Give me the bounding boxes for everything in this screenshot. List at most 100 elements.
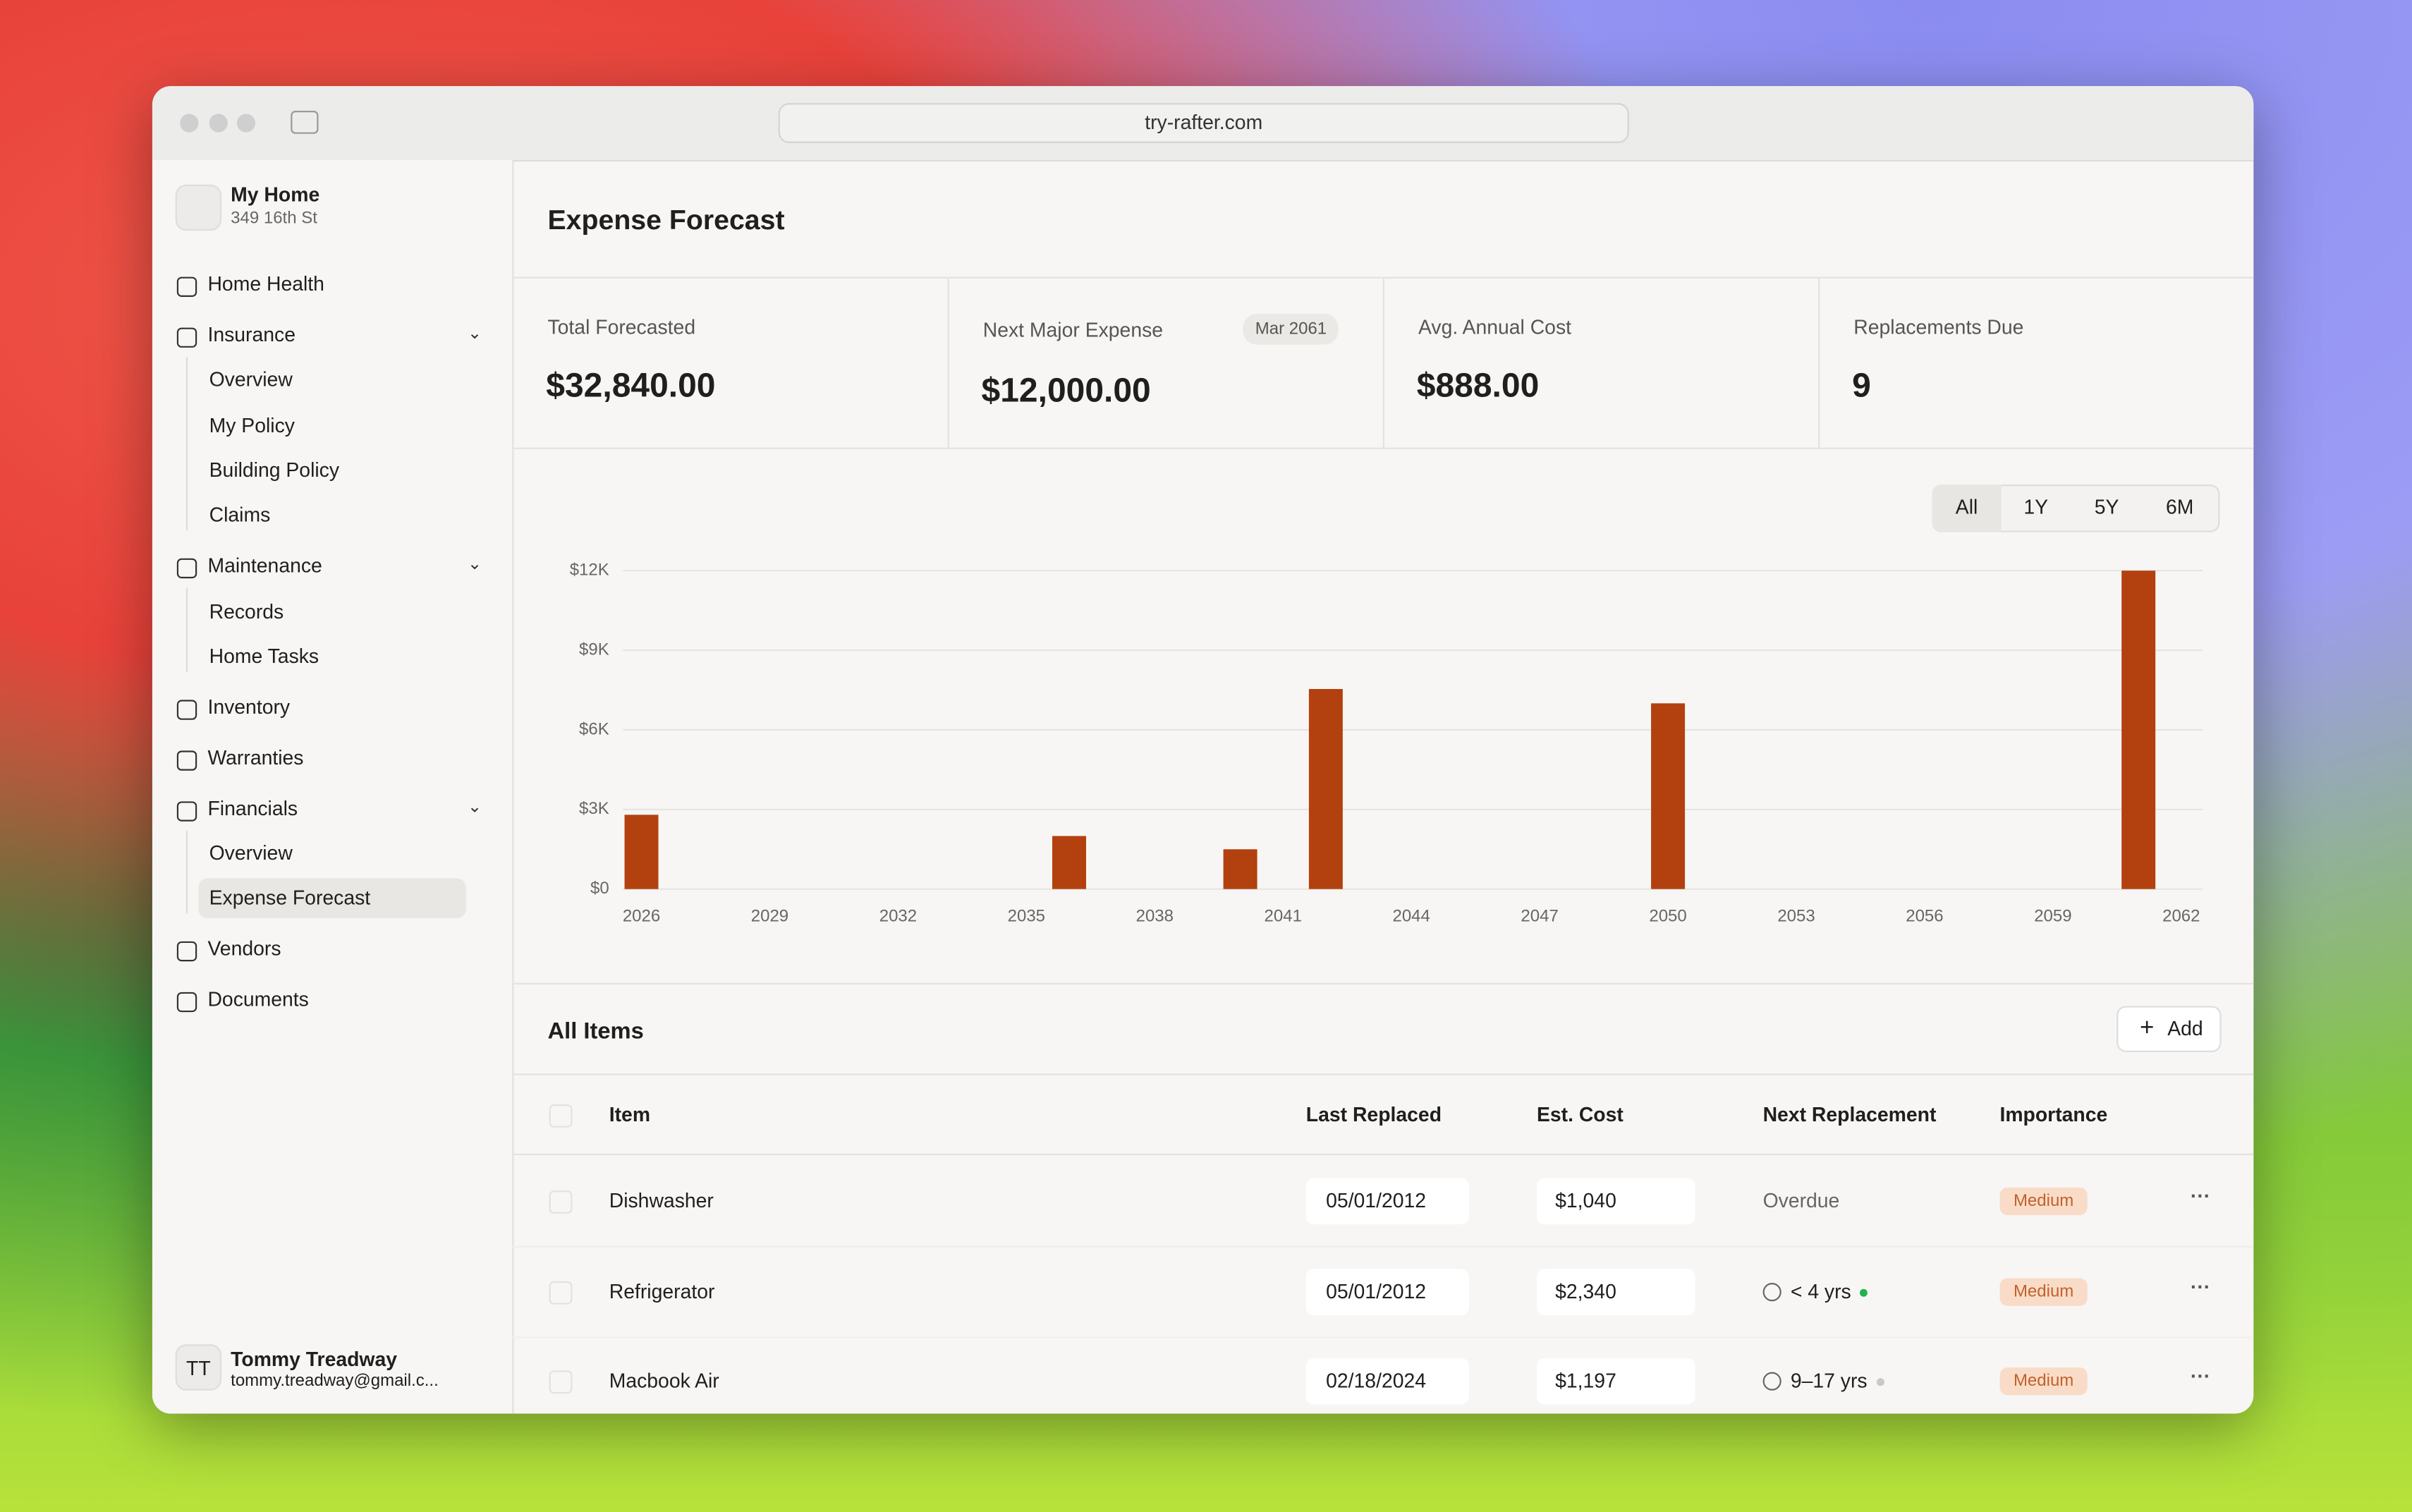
stat-value: $12,000.00: [981, 370, 1151, 410]
avatar: [175, 1344, 222, 1391]
x-tick-label: 2059: [2034, 906, 2071, 925]
row-divider: [512, 1336, 2254, 1338]
row-menu: ···: [2190, 1364, 2211, 1388]
nav-item: Insurance: [207, 323, 296, 346]
table-title: All Items: [547, 1018, 644, 1044]
nav-active: [198, 879, 466, 919]
bar: [1223, 849, 1257, 889]
nav-icon: [176, 699, 197, 720]
x-tick-label: 2047: [1521, 906, 1558, 925]
x-tick-label: 2035: [1008, 906, 1045, 925]
range-button[interactable]: 5Y: [2094, 495, 2119, 519]
nav-item: Documents: [207, 988, 309, 1011]
nav-subitem: Claims: [209, 503, 271, 527]
x-tick-label: 2038: [1136, 906, 1174, 925]
checkbox: [549, 1280, 573, 1304]
nav-icon: [176, 750, 197, 771]
divider: [512, 1073, 2254, 1075]
nav-item: Inventory: [207, 695, 291, 719]
home-icon: [175, 184, 222, 231]
info-icon: [1762, 1281, 1781, 1301]
add-button[interactable]: [2116, 1006, 2222, 1052]
row-divider: [512, 1245, 2254, 1248]
nav-item: Warranties: [207, 745, 304, 769]
checkbox: [549, 1104, 573, 1128]
stat-label: Total Forecasted: [547, 315, 696, 339]
cell-est-cost: $1,040: [1555, 1189, 1616, 1212]
window-zoom[interactable]: [236, 114, 256, 133]
nav-subitem: Home Tasks: [209, 644, 319, 668]
x-tick-label: 2053: [1777, 906, 1815, 925]
add-label: Add: [2167, 1016, 2203, 1040]
nav-icon: [176, 800, 197, 822]
column-header: Importance: [1999, 1102, 2108, 1126]
stat-divider: [947, 278, 949, 448]
cell-est-cost: $2,340: [1555, 1279, 1616, 1303]
nav-guide: [185, 357, 188, 531]
home-address: 349 16th St: [231, 209, 317, 228]
x-tick-label: 2044: [1392, 906, 1430, 925]
x-tick-label: 2032: [879, 906, 917, 925]
home-name: My Home: [231, 183, 320, 207]
nav-subitem: Records: [209, 599, 284, 623]
nav-icon: [176, 941, 197, 963]
chevron: ⌄: [468, 555, 482, 574]
importance-pill: [1999, 1187, 2088, 1216]
row-menu: ···: [2190, 1274, 2211, 1298]
y-tick-label: $3K: [579, 799, 609, 818]
sidebar-toggle[interactable]: [291, 111, 319, 134]
bar: [1651, 703, 1686, 889]
stat-label: Next Major Expense: [982, 318, 1164, 342]
x-tick-label: 2029: [751, 906, 788, 925]
nav-item: Maintenance: [207, 554, 322, 578]
user-name: Tommy Treadway: [231, 1347, 398, 1371]
cost-field: [1536, 1178, 1695, 1225]
nav-subitem: Overview: [209, 841, 293, 865]
window-close[interactable]: [180, 114, 199, 133]
bar: [2121, 571, 2156, 889]
cell-importance: Medium: [2013, 1372, 2074, 1391]
range-active: [1932, 484, 2002, 532]
user-initials: TT: [186, 1356, 211, 1380]
y-tick-label: $12K: [570, 561, 609, 580]
x-tick-label: 2041: [1265, 906, 1302, 925]
nav-subitem: Building Policy: [209, 458, 340, 482]
nav-item: Home Health: [207, 272, 324, 295]
page-title: Expense Forecast: [547, 205, 785, 236]
nav-icon: [176, 992, 197, 1013]
divider: [512, 276, 2254, 279]
column-header: Next Replacement: [1762, 1102, 1937, 1126]
range-button[interactable]: 1Y: [2023, 495, 2049, 519]
cell-importance: Medium: [2013, 1192, 2074, 1211]
cell-next-replacement: < 4 yrs: [1791, 1279, 1868, 1304]
stat-badge: Mar 2061: [1243, 313, 1339, 345]
range-button[interactable]: 6M: [2165, 495, 2194, 519]
window-minimize[interactable]: [209, 114, 228, 133]
cell-next-replacement: 9–17 yrs: [1791, 1369, 1884, 1394]
checkbox: [549, 1190, 573, 1214]
bar: [1308, 688, 1343, 889]
nav-icon: [176, 559, 197, 579]
stat-divider: [1818, 278, 1820, 448]
cost-field: [1536, 1358, 1695, 1405]
column-header: Est. Cost: [1536, 1102, 1624, 1126]
stat-value: $888.00: [1416, 366, 1540, 405]
importance-pill: [1999, 1277, 2088, 1305]
nav-icon: [176, 276, 197, 297]
range-button[interactable]: All: [1955, 495, 1978, 519]
x-tick-label: 2026: [623, 906, 660, 925]
y-tick-label: $6K: [579, 719, 609, 738]
x-tick-label: 2062: [2162, 906, 2200, 925]
x-tick-label: 2056: [1906, 906, 1943, 925]
cost-field: [1536, 1268, 1695, 1315]
divider: [512, 982, 2254, 984]
cell-item: Refrigerator: [609, 1279, 715, 1303]
cell-next-replacement: Overdue: [1762, 1189, 1840, 1212]
address-bar[interactable]: [778, 103, 1629, 143]
x-tick-label: 2050: [1649, 906, 1686, 925]
date-field: [1305, 1358, 1469, 1405]
stat-value: 9: [1852, 366, 1871, 405]
cell-est-cost: $1,197: [1555, 1369, 1616, 1392]
cell-item: Macbook Air: [609, 1369, 719, 1392]
